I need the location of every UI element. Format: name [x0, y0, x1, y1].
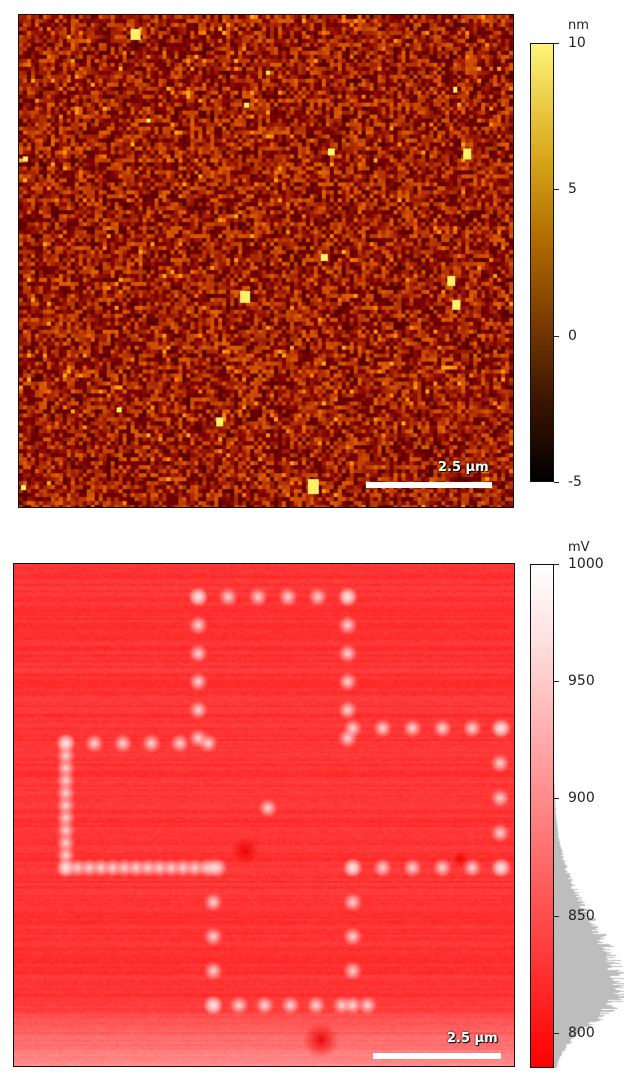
scale-bar-label-height: 2.5 µm — [438, 460, 489, 475]
colorbar-tick — [554, 798, 559, 799]
colorbar-tick — [554, 1033, 559, 1034]
colorbar-tick-label: 900 — [568, 791, 595, 805]
colorbar-tick-label: 1000 — [568, 557, 604, 571]
scale-bar-height — [366, 482, 492, 488]
height-map-image — [19, 15, 513, 507]
value-histogram — [554, 564, 624, 1068]
colorbar-tick-label: 0 — [568, 329, 577, 343]
colorbar-unit-height: nm — [568, 18, 589, 33]
colorbar-tick-label: 5 — [568, 182, 577, 196]
colorbar-tick — [554, 189, 559, 190]
potential-map-panel — [13, 563, 515, 1067]
colorbar-tick-label: 850 — [568, 909, 595, 923]
colorbar-tick-label: 800 — [568, 1026, 595, 1040]
height-map-panel — [18, 14, 514, 508]
colorbar-tick-label: -5 — [568, 475, 582, 489]
colorbar-tick — [554, 564, 559, 565]
colorbar-tick-label: 10 — [568, 36, 586, 50]
colorbar-tick — [554, 43, 559, 44]
colorbar-potential — [530, 564, 554, 1068]
colorbar-tick — [554, 681, 559, 682]
colorbar-tick — [554, 336, 559, 337]
scale-bar-potential — [373, 1053, 501, 1059]
colorbar-height — [530, 43, 554, 482]
potential-map-image — [14, 564, 514, 1066]
colorbar-tick — [554, 482, 559, 483]
colorbar-tick-label: 950 — [568, 674, 595, 688]
scale-bar-label-potential: 2.5 µm — [447, 1031, 498, 1046]
colorbar-unit-potential: mV — [568, 540, 590, 555]
colorbar-tick — [554, 916, 559, 917]
